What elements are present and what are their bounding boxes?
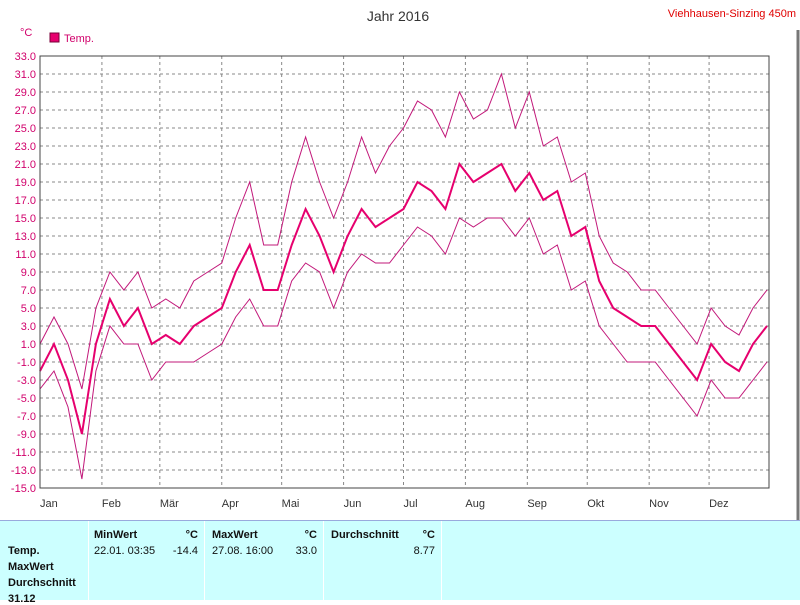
avg-unit: °C — [422, 529, 435, 541]
x-tick-label: Dez — [709, 498, 729, 510]
max-unit: °C — [304, 529, 317, 541]
y-tick-label: 11.0 — [15, 249, 36, 261]
y-tick-label: 19.0 — [15, 177, 36, 189]
stats-min-column: MinWert °C 22.01. 03:35 -14.4 — [89, 521, 205, 600]
row-label-temp: Temp. — [8, 545, 40, 557]
y-tick-label: 15.0 — [15, 213, 36, 225]
max-value: 33.0 — [295, 545, 317, 557]
y-tick-label: -3.0 — [17, 375, 36, 387]
x-tick-label: Jan — [40, 498, 58, 510]
y-tick-label: -15.0 — [11, 483, 36, 495]
min-temp-line — [39, 216, 768, 480]
y-tick-label: 17.0 — [15, 195, 36, 207]
y-tick-label: 5.0 — [21, 303, 36, 315]
x-tick-label: Sep — [527, 498, 547, 510]
y-tick-label: 3.0 — [21, 321, 36, 333]
y-tick-label: 25.0 — [15, 123, 36, 135]
row-label-durchschnitt: Durchschnitt — [8, 577, 76, 589]
max-temp-line — [39, 72, 768, 390]
x-tick-label: Apr — [222, 498, 239, 510]
y-unit-label: °C — [20, 27, 32, 39]
statistics-panel: Temp. MaxWert Durchschnitt 31.12 MinWert… — [0, 520, 800, 605]
y-tick-label: 21.0 — [15, 159, 36, 171]
legend-swatch — [49, 32, 60, 43]
row-label-maxwert: MaxWert — [8, 561, 54, 573]
stats-max-column: MaxWert °C 27.08. 16:00 33.0 — [205, 521, 324, 600]
y-tick-label: -5.0 — [17, 393, 36, 405]
y-tick-label: 7.0 — [21, 285, 36, 297]
min-value: -14.4 — [172, 545, 198, 557]
max-header: MaxWert — [212, 529, 258, 541]
x-tick-label: Mai — [282, 498, 300, 510]
avg-header: Durchschnitt — [331, 529, 399, 541]
y-tick-label: -9.0 — [17, 429, 36, 441]
x-tick-label: Aug — [465, 498, 485, 510]
y-tick-label: 23.0 — [15, 141, 36, 153]
min-unit: °C — [185, 529, 198, 541]
y-tick-label: -11.0 — [12, 447, 36, 459]
plot-frame — [39, 55, 770, 489]
y-tick-label: -7.0 — [17, 411, 36, 423]
stats-label-column: Temp. MaxWert Durchschnitt 31.12 — [0, 521, 89, 605]
row-label-date: 31.12 — [8, 593, 36, 605]
max-time: 27.08. 16:00 — [212, 545, 274, 557]
y-tick-label: 33.0 — [15, 51, 36, 63]
x-tick-label: Nov — [649, 498, 669, 510]
x-tick-label: Feb — [102, 498, 121, 510]
y-tick-label: -1.0 — [17, 357, 36, 369]
y-tick-label: 13.0 — [15, 231, 36, 243]
y-tick-label: 1.0 — [21, 339, 36, 351]
chart-title: Jahr 2016 — [367, 8, 429, 24]
x-axis: Jan Feb Mär Apr Mai Jun Jul Aug Sep Okt Nov Dez — [40, 498, 729, 510]
stats-avg-column: Durchschnitt °C 8.77 — [324, 521, 442, 600]
y-tick-label: 29.0 — [15, 87, 36, 99]
grid-lines — [40, 55, 769, 489]
mean-temp-line — [39, 161, 768, 435]
min-time: 22.01. 03:35 — [94, 545, 156, 557]
temperature-chart: Jahr 2016 Viehhausen-Sinzing 450m °C Tem… — [11, 8, 800, 520]
y-tick-label: 31.0 — [15, 69, 36, 81]
min-header: MinWert — [94, 529, 138, 541]
y-tick-label: 27.0 — [15, 105, 36, 117]
station-label: Viehhausen-Sinzing 450m — [668, 8, 796, 20]
y-tick-label: -13.0 — [11, 465, 36, 477]
y-tick-label: 9.0 — [21, 267, 36, 279]
x-tick-label: Jun — [344, 498, 362, 510]
legend-label: Temp. — [64, 33, 94, 45]
x-tick-label: Jul — [404, 498, 418, 510]
series-lines — [39, 72, 768, 480]
avg-value: 8.77 — [413, 545, 435, 557]
y-axis: 33.0 31.0 29.0 27.0 25.0 23.0 21.0 19.0 17.0 15.0… — [11, 51, 36, 495]
x-tick-label: Okt — [587, 498, 604, 510]
x-tick-label: Mär — [160, 498, 179, 510]
